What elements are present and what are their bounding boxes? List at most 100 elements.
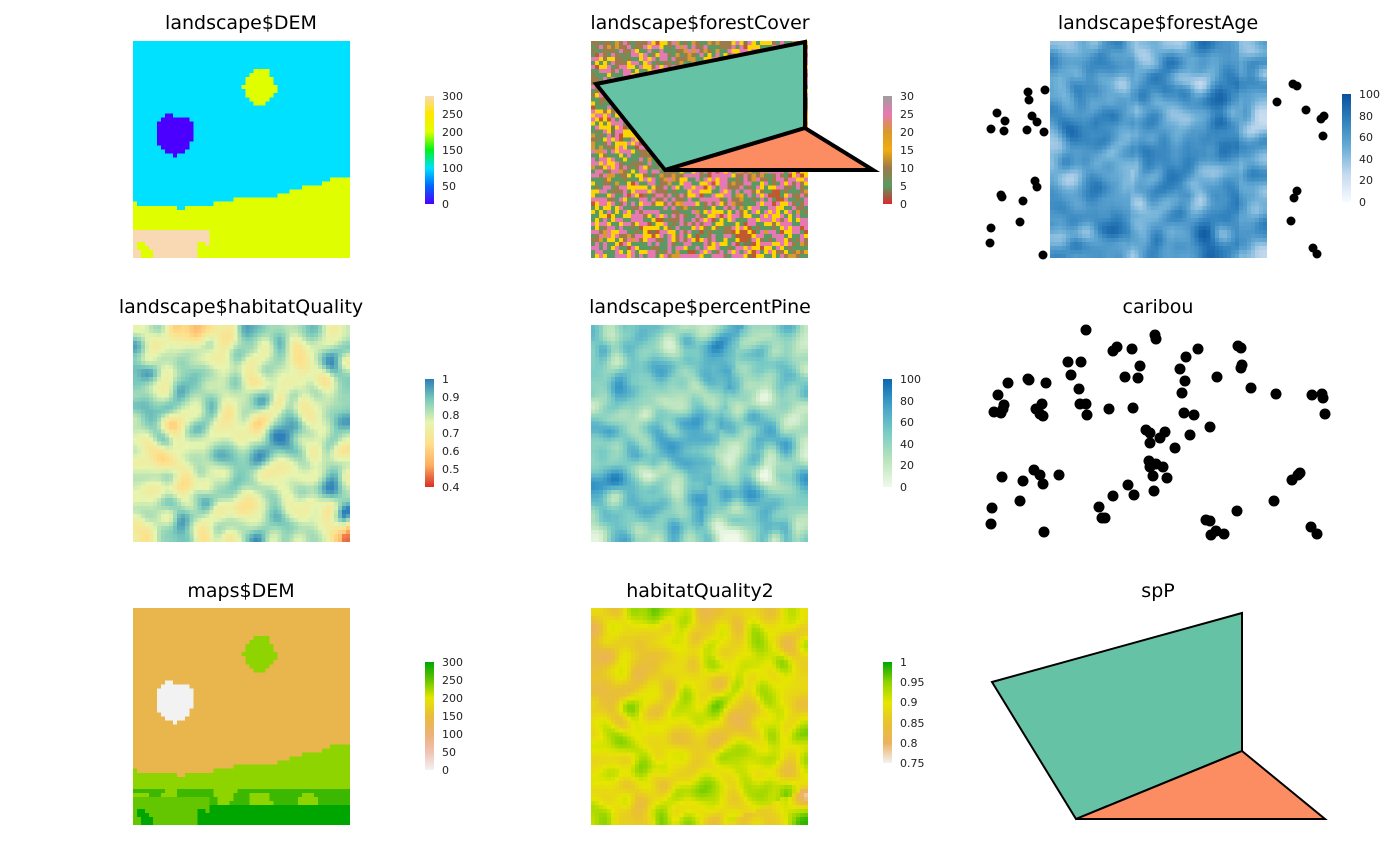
point-marker bbox=[1039, 127, 1049, 137]
point-marker bbox=[1211, 371, 1223, 383]
point-marker bbox=[1053, 469, 1065, 481]
point-marker bbox=[1169, 442, 1181, 454]
legend-tick-label: 60 bbox=[900, 416, 914, 430]
legend-tick-label: 100 bbox=[442, 728, 463, 741]
point-marker bbox=[1030, 176, 1040, 186]
legend-tick-label: 0.6 bbox=[442, 445, 460, 458]
point-marker bbox=[1028, 464, 1040, 476]
legend-tick-label: 10 bbox=[900, 162, 914, 175]
point-marker bbox=[1174, 363, 1186, 375]
point-marker bbox=[1235, 342, 1247, 354]
legend-color-bar bbox=[883, 379, 892, 487]
point-marker bbox=[1038, 250, 1048, 260]
legend-tick-label: 0 bbox=[442, 764, 449, 777]
point-marker bbox=[1119, 371, 1131, 383]
point-marker bbox=[1204, 421, 1216, 433]
point-marker bbox=[1312, 249, 1322, 259]
legend-tick-label: 0.75 bbox=[900, 757, 925, 770]
point-marker bbox=[1317, 392, 1329, 404]
legend-tick-label: 0.5 bbox=[442, 463, 460, 476]
legend-color-bar bbox=[425, 662, 434, 770]
legend-tick-label: 0 bbox=[900, 481, 907, 494]
legend-tick-label: 20 bbox=[900, 126, 914, 139]
legend-tick-label: 50 bbox=[442, 746, 456, 759]
legend-tick-label: 150 bbox=[442, 710, 463, 723]
legend-tick-label: 0.85 bbox=[900, 716, 925, 730]
point-marker bbox=[1184, 429, 1196, 441]
legend-tick-label: 80 bbox=[900, 394, 914, 408]
point-marker bbox=[997, 403, 1009, 415]
legend-tick-label: 80 bbox=[1359, 109, 1373, 123]
spp-polygon-orange bbox=[1075, 749, 1328, 820]
point-marker bbox=[1188, 409, 1200, 421]
point-marker bbox=[1180, 351, 1192, 363]
point-marker bbox=[986, 124, 996, 134]
point-marker bbox=[1318, 131, 1328, 141]
point-marker bbox=[1037, 410, 1049, 422]
point-marker bbox=[1292, 186, 1302, 196]
overlay-polygon-orange bbox=[664, 125, 881, 172]
point-marker bbox=[1073, 383, 1085, 395]
legend-tick-label: 0.9 bbox=[900, 696, 918, 710]
legend-tick-label: 100 bbox=[900, 373, 921, 386]
legend-tick-label: 25 bbox=[900, 108, 914, 121]
point-marker bbox=[986, 223, 996, 233]
point-marker bbox=[1178, 407, 1190, 419]
point-marker bbox=[1018, 196, 1028, 206]
point-marker bbox=[1014, 495, 1026, 507]
legend-tick-label: 300 bbox=[442, 90, 463, 103]
point-marker bbox=[1311, 528, 1323, 540]
legend-tick-label: 60 bbox=[1359, 131, 1373, 145]
percent-pine-raster-map bbox=[591, 325, 808, 542]
legend-tick-label: 20 bbox=[900, 459, 914, 473]
point-marker bbox=[1144, 427, 1156, 439]
point-marker bbox=[1065, 369, 1077, 381]
point-marker bbox=[1081, 409, 1093, 421]
point-marker bbox=[1040, 85, 1050, 95]
point-marker bbox=[1306, 389, 1318, 401]
point-marker bbox=[1093, 501, 1105, 513]
forest-cover-polygon-overlay bbox=[592, 39, 881, 173]
legend-tick-label: 0.4 bbox=[442, 481, 460, 494]
legend-tick-label: 250 bbox=[442, 674, 463, 687]
point-marker bbox=[1128, 489, 1140, 501]
point-marker bbox=[1080, 398, 1092, 410]
point-marker bbox=[1126, 343, 1138, 355]
panel-title-habitat-quality: landscape$habitatQuality bbox=[118, 296, 364, 318]
point-marker bbox=[1024, 95, 1034, 105]
forest-age-points-overlay bbox=[985, 79, 1329, 260]
point-marker bbox=[1062, 356, 1074, 368]
legend-tick-label: 0.7 bbox=[442, 427, 460, 440]
point-marker bbox=[1231, 505, 1243, 517]
point-marker bbox=[986, 502, 998, 514]
panel-title-spp: spP bbox=[1141, 580, 1175, 602]
point-marker bbox=[1161, 472, 1173, 484]
point-marker bbox=[1157, 461, 1169, 473]
point-marker bbox=[1159, 426, 1171, 438]
legend-tick-label: 0 bbox=[900, 198, 907, 211]
point-marker bbox=[1132, 372, 1144, 384]
point-marker bbox=[1103, 403, 1115, 415]
point-marker bbox=[1107, 490, 1119, 502]
legend-tick-label: 1 bbox=[900, 656, 907, 669]
legend-tick-label: 100 bbox=[1359, 88, 1380, 101]
point-marker bbox=[1270, 388, 1282, 400]
point-marker bbox=[1301, 105, 1311, 115]
point-marker bbox=[1023, 87, 1033, 97]
point-marker bbox=[1150, 333, 1162, 345]
caribou-points-plot bbox=[985, 324, 1331, 541]
point-marker bbox=[1032, 117, 1042, 127]
legend-tick-label: 1 bbox=[442, 373, 449, 386]
panel-title-forest-age: landscape$forestAge bbox=[1057, 12, 1259, 34]
point-marker bbox=[1040, 377, 1052, 389]
legend-tick-label: 50 bbox=[442, 180, 456, 193]
legend-tick-label: 200 bbox=[442, 692, 463, 705]
point-marker bbox=[1319, 408, 1331, 420]
point-marker bbox=[1037, 478, 1049, 490]
point-marker bbox=[1038, 526, 1050, 538]
point-marker bbox=[1022, 125, 1032, 135]
spp-polygons-plot bbox=[990, 611, 1328, 821]
point-marker bbox=[1176, 387, 1188, 399]
point-marker bbox=[985, 518, 997, 530]
point-marker bbox=[999, 126, 1009, 136]
